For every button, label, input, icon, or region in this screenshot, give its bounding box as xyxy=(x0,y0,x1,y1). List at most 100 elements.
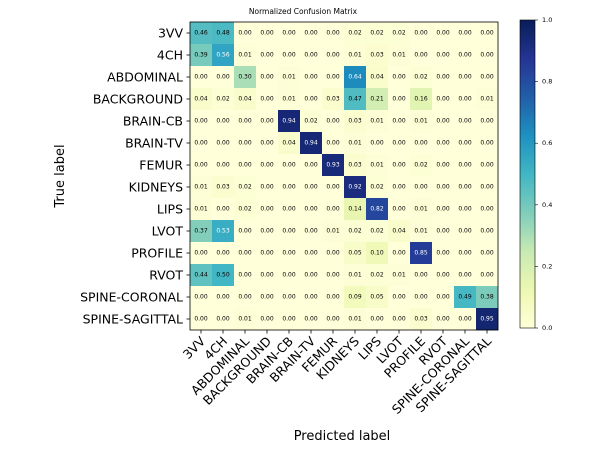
heatmap-cell xyxy=(278,44,301,67)
heatmap-cell xyxy=(366,242,389,265)
cell-value-label: 0.01 xyxy=(348,272,362,279)
heatmap-cell xyxy=(432,22,455,45)
cell-value-label: 0.03 xyxy=(326,96,340,103)
cell-value-label: 0.00 xyxy=(480,140,494,147)
cell-value-label: 0.00 xyxy=(326,250,340,257)
cell-value-label: 0.02 xyxy=(238,184,252,191)
heatmap-cell xyxy=(454,132,477,155)
cell-value-label: 0.01 xyxy=(370,162,384,169)
cell-value-label: 0.02 xyxy=(414,74,428,81)
heatmap-cell xyxy=(212,44,235,67)
heatmap-cell xyxy=(366,308,389,331)
cell-value-label: 0.00 xyxy=(436,52,450,59)
heatmap-cell xyxy=(234,220,257,243)
cell-value-label: 0.00 xyxy=(436,74,450,81)
cell-value-label: 0.00 xyxy=(326,184,340,191)
heatmap-cell xyxy=(212,176,235,199)
cell-value-label: 0.00 xyxy=(238,30,252,37)
heatmap-cell xyxy=(344,88,367,111)
cell-value-label: 0.00 xyxy=(260,206,274,213)
cell-value-label: 0.00 xyxy=(458,140,472,147)
cell-value-label: 0.46 xyxy=(194,30,208,37)
heatmap-cell xyxy=(388,308,411,331)
cell-value-label: 0.00 xyxy=(480,272,494,279)
x-axis-title: Predicted label xyxy=(294,429,391,444)
cell-value-label: 0.00 xyxy=(260,162,274,169)
y-tick-label: BACKGROUND xyxy=(93,92,183,107)
cell-value-label: 0.00 xyxy=(436,294,450,301)
cell-value-label: 0.00 xyxy=(260,118,274,125)
cell-value-label: 0.02 xyxy=(216,96,230,103)
heatmap-cell xyxy=(190,110,213,133)
cell-value-label: 0.44 xyxy=(194,272,208,279)
heatmap-cell xyxy=(344,66,367,89)
cell-value-label: 0.04 xyxy=(392,228,406,235)
heatmap-cell xyxy=(322,110,345,133)
cell-value-label: 0.00 xyxy=(304,316,318,323)
cell-value-label: 0.00 xyxy=(436,206,450,213)
heatmap-cell xyxy=(300,110,323,133)
cell-value-label: 0.00 xyxy=(326,206,340,213)
cell-value-label: 0.00 xyxy=(216,118,230,125)
cell-value-label: 0.00 xyxy=(216,162,230,169)
heatmap-cell xyxy=(234,198,257,221)
cell-value-label: 0.02 xyxy=(370,184,384,191)
cell-value-label: 0.00 xyxy=(480,162,494,169)
cell-value-label: 0.00 xyxy=(282,184,296,191)
cell-value-label: 0.00 xyxy=(436,316,450,323)
cell-value-label: 0.00 xyxy=(414,30,428,37)
heatmap-cell xyxy=(432,66,455,89)
heatmap-cell xyxy=(190,132,213,155)
cell-value-label: 0.00 xyxy=(370,316,384,323)
cell-value-label: 0.00 xyxy=(260,294,274,301)
heatmap-cell xyxy=(300,220,323,243)
heatmap-cell xyxy=(366,44,389,67)
heatmap-cell xyxy=(322,198,345,221)
cell-value-label: 0.64 xyxy=(348,74,362,81)
cell-value-label: 0.00 xyxy=(260,272,274,279)
cell-value-label: 0.04 xyxy=(194,96,208,103)
heatmap-cell xyxy=(300,286,323,309)
cell-value-label: 0.00 xyxy=(304,162,318,169)
cell-value-label: 0.00 xyxy=(326,30,340,37)
y-tick-label: RVOT xyxy=(149,268,183,283)
cell-value-label: 0.00 xyxy=(458,74,472,81)
cell-value-label: 0.00 xyxy=(326,294,340,301)
cell-value-label: 0.30 xyxy=(238,74,252,81)
heatmap-cell xyxy=(476,132,499,155)
heatmap-cell xyxy=(278,22,301,45)
cell-value-label: 0.00 xyxy=(436,118,450,125)
heatmap-cell xyxy=(190,242,213,265)
heatmap-cell xyxy=(300,88,323,111)
cell-value-label: 0.00 xyxy=(194,118,208,125)
cell-value-label: 0.00 xyxy=(436,228,450,235)
heatmap-cell xyxy=(454,308,477,331)
cell-value-label: 0.00 xyxy=(194,74,208,81)
cell-value-label: 0.04 xyxy=(282,140,296,147)
plot-frame xyxy=(189,21,499,331)
heatmap-cell xyxy=(322,220,345,243)
cell-value-label: 0.00 xyxy=(458,30,472,37)
cell-value-label: 0.01 xyxy=(392,272,406,279)
heatmap-cell xyxy=(388,88,411,111)
cell-value-label: 0.00 xyxy=(260,140,274,147)
heatmap-cell xyxy=(234,264,257,287)
heatmap-cell xyxy=(476,44,499,67)
heatmap-cell xyxy=(234,44,257,67)
heatmap-cell xyxy=(190,176,213,199)
heatmap-cell xyxy=(190,88,213,111)
heatmap-cell xyxy=(432,220,455,243)
cell-value-label: 0.00 xyxy=(392,162,406,169)
cell-value-label: 0.05 xyxy=(348,250,362,257)
cell-value-label: 0.50 xyxy=(216,272,230,279)
heatmap-cell xyxy=(388,132,411,155)
cell-value-label: 0.00 xyxy=(216,206,230,213)
heatmap-cell xyxy=(278,198,301,221)
heatmap-cell xyxy=(366,22,389,45)
heatmap-cell xyxy=(366,66,389,89)
cell-value-label: 0.03 xyxy=(370,52,384,59)
cell-value-label: 0.00 xyxy=(260,74,274,81)
cell-value-label: 0.47 xyxy=(348,96,362,103)
heatmap-cell xyxy=(344,44,367,67)
cell-value-label: 0.00 xyxy=(304,30,318,37)
